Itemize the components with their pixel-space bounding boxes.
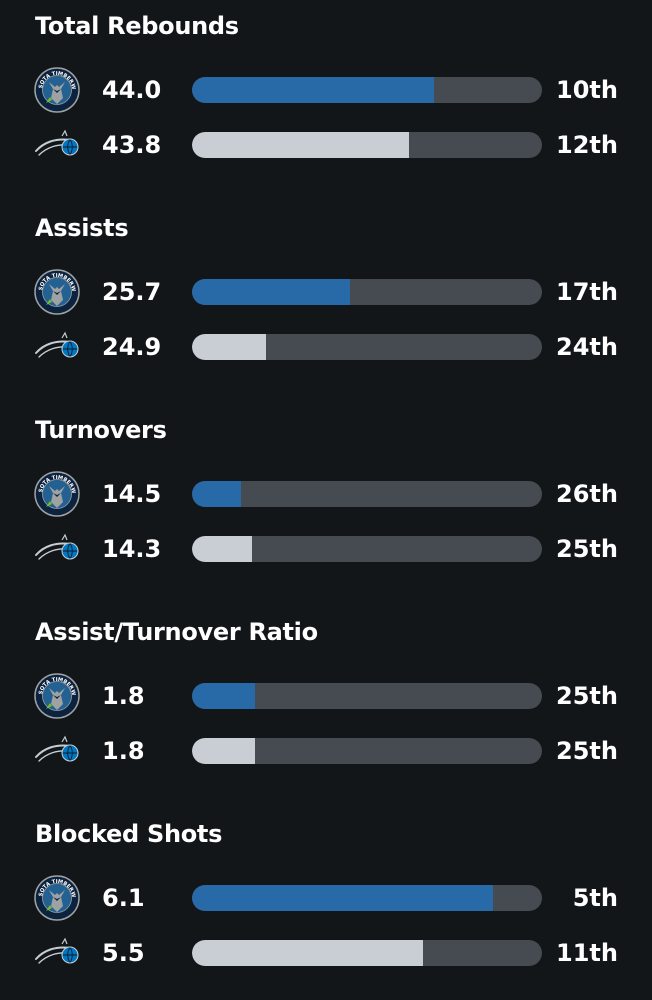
stat-bar-track <box>192 279 542 305</box>
league-rank: 17th <box>556 278 618 306</box>
stat-row-minnesota: MINNESOTA TIMBERWOLVES 25.7 17th <box>0 265 652 315</box>
timberwolves-logo-icon: MINNESOTA TIMBERWOLVES <box>31 669 80 719</box>
stat-title: Assist/Turnover Ratio <box>35 618 318 646</box>
stat-title: Total Rebounds <box>35 12 239 40</box>
stat-value: 1.8 <box>102 737 145 765</box>
stat-value: 44.0 <box>102 76 162 104</box>
magic-logo-icon <box>34 728 80 774</box>
timberwolves-logo-icon: MINNESOTA TIMBERWOLVES <box>31 871 80 921</box>
stat-row-minnesota: MINNESOTA TIMBERWOLVES 1.8 25th <box>0 669 652 719</box>
stat-row-orlando: 14.3 25th <box>0 526 652 572</box>
magic-logo-icon <box>34 930 80 976</box>
stat-bar-track <box>192 481 542 507</box>
stat-row-minnesota: MINNESOTA TIMBERWOLVES 44.0 10th <box>0 63 652 113</box>
stat-row-orlando: 1.8 25th <box>0 728 652 774</box>
stat-bar-track <box>192 77 542 103</box>
stat-bar-fill <box>192 481 241 507</box>
stat-bar-fill <box>192 683 255 709</box>
stat-bar-fill <box>192 334 266 360</box>
stat-row-orlando: 5.5 11th <box>0 930 652 976</box>
magic-logo-icon <box>34 324 80 370</box>
stat-value: 1.8 <box>102 682 145 710</box>
stat-row-minnesota: MINNESOTA TIMBERWOLVES 6.1 5th <box>0 871 652 921</box>
stat-bar-track <box>192 940 542 966</box>
timberwolves-logo-icon: MINNESOTA TIMBERWOLVES <box>31 265 80 315</box>
magic-logo-icon <box>34 526 80 572</box>
stat-bar-track <box>192 334 542 360</box>
stat-bar-track <box>192 683 542 709</box>
stat-title: Turnovers <box>35 416 167 444</box>
stat-value: 25.7 <box>102 278 162 306</box>
stat-title: Blocked Shots <box>35 820 223 848</box>
stat-bar-track <box>192 885 542 911</box>
stat-bar-track <box>192 738 542 764</box>
league-rank: 25th <box>556 535 618 563</box>
stat-value: 14.5 <box>102 480 162 508</box>
stat-row-minnesota: MINNESOTA TIMBERWOLVES 14.5 26th <box>0 467 652 517</box>
stat-value: 6.1 <box>102 884 145 912</box>
stat-bar-fill <box>192 738 255 764</box>
stat-bar-fill <box>192 279 350 305</box>
timberwolves-logo-icon: MINNESOTA TIMBERWOLVES <box>31 467 80 517</box>
stat-bar-fill <box>192 132 409 158</box>
league-rank: 12th <box>556 131 618 159</box>
stat-bar-fill <box>192 536 252 562</box>
stat-bar-fill <box>192 885 493 911</box>
stat-value: 14.3 <box>102 535 162 563</box>
stat-row-orlando: 43.8 12th <box>0 122 652 168</box>
league-rank: 11th <box>556 939 618 967</box>
stat-value: 5.5 <box>102 939 145 967</box>
stat-value: 43.8 <box>102 131 162 159</box>
stat-bar-fill <box>192 77 434 103</box>
league-rank: 25th <box>556 737 618 765</box>
stat-title: Assists <box>35 214 129 242</box>
stat-bar-track <box>192 536 542 562</box>
stat-row-orlando: 24.9 24th <box>0 324 652 370</box>
magic-logo-icon <box>34 122 80 168</box>
league-rank: 26th <box>556 480 618 508</box>
league-rank: 25th <box>556 682 618 710</box>
league-rank: 5th <box>572 884 618 912</box>
stat-bar-fill <box>192 940 423 966</box>
stat-value: 24.9 <box>102 333 162 361</box>
stat-bar-track <box>192 132 542 158</box>
timberwolves-logo-icon: MINNESOTA TIMBERWOLVES <box>31 63 80 113</box>
league-rank: 10th <box>556 76 618 104</box>
league-rank: 24th <box>556 333 618 361</box>
